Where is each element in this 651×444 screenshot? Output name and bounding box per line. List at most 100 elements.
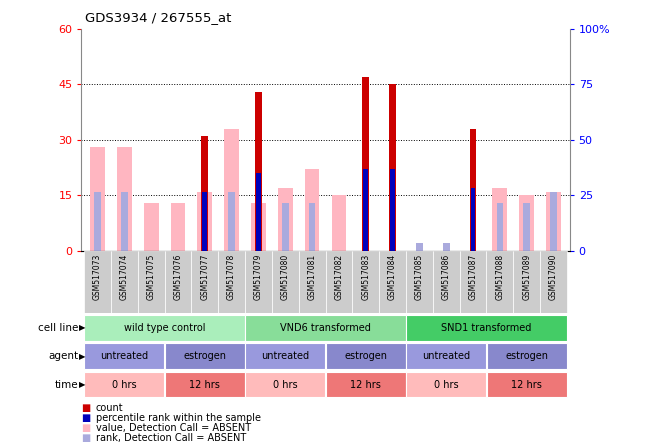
Text: 12 hrs: 12 hrs [350, 380, 381, 389]
Bar [144, 203, 158, 251]
Text: cell line: cell line [38, 323, 78, 333]
Bar [406, 343, 486, 369]
Bar [84, 251, 111, 313]
Text: GSM517076: GSM517076 [173, 254, 182, 300]
Bar [111, 251, 138, 313]
Text: ■: ■ [81, 423, 90, 433]
Bar [331, 195, 346, 251]
Text: ■: ■ [81, 403, 90, 413]
Bar [272, 251, 299, 313]
Text: ▶: ▶ [79, 352, 86, 361]
Text: estrogen: estrogen [344, 351, 387, 361]
Text: value, Detection Call = ABSENT: value, Detection Call = ABSENT [96, 423, 251, 433]
Bar [389, 84, 396, 251]
Bar [201, 192, 208, 251]
Text: 12 hrs: 12 hrs [189, 380, 220, 389]
Bar [379, 251, 406, 313]
Text: wild type control: wild type control [124, 323, 205, 333]
Text: GSM517084: GSM517084 [388, 254, 397, 300]
Bar [363, 170, 368, 251]
Bar [224, 129, 239, 251]
Bar [138, 251, 165, 313]
Text: estrogen: estrogen [505, 351, 548, 361]
Bar [299, 251, 326, 313]
Text: 0 hrs: 0 hrs [434, 380, 458, 389]
Bar [487, 372, 566, 397]
Bar [90, 147, 105, 251]
Bar [416, 243, 422, 251]
Text: GSM517085: GSM517085 [415, 254, 424, 300]
Bar [497, 203, 503, 251]
Text: count: count [96, 403, 123, 413]
Bar [245, 372, 326, 397]
Text: GSM517089: GSM517089 [522, 254, 531, 300]
Bar [469, 192, 477, 251]
Bar [493, 188, 507, 251]
Text: GSM517077: GSM517077 [201, 254, 209, 300]
Text: GSM517074: GSM517074 [120, 254, 129, 300]
Text: GSM517079: GSM517079 [254, 254, 263, 300]
Bar [486, 251, 513, 313]
Text: SND1 transformed: SND1 transformed [441, 323, 532, 333]
Bar [305, 170, 320, 251]
Text: time: time [55, 380, 78, 389]
Bar [309, 203, 316, 251]
Bar [546, 192, 561, 251]
Bar [201, 136, 208, 251]
Text: GSM517075: GSM517075 [146, 254, 156, 300]
Text: GSM517088: GSM517088 [495, 254, 505, 300]
Bar [202, 192, 207, 251]
Bar [363, 77, 369, 251]
Bar [390, 170, 395, 251]
Text: GSM517073: GSM517073 [93, 254, 102, 300]
Text: 12 hrs: 12 hrs [511, 380, 542, 389]
Text: percentile rank within the sample: percentile rank within the sample [96, 412, 260, 423]
Text: GSM517086: GSM517086 [442, 254, 450, 300]
Text: untreated: untreated [261, 351, 309, 361]
Text: untreated: untreated [422, 351, 470, 361]
Bar [278, 188, 293, 251]
Bar [191, 251, 218, 313]
Bar [282, 203, 288, 251]
Bar [85, 315, 245, 341]
Text: GSM517083: GSM517083 [361, 254, 370, 300]
Bar [433, 251, 460, 313]
Text: GSM517087: GSM517087 [469, 254, 478, 300]
Bar [256, 173, 261, 251]
Bar [121, 192, 128, 251]
Bar [218, 251, 245, 313]
Text: GSM517081: GSM517081 [307, 254, 316, 300]
Text: ■: ■ [81, 432, 90, 443]
Bar [471, 188, 475, 251]
Bar [94, 192, 101, 251]
Text: VND6 transformed: VND6 transformed [280, 323, 371, 333]
Text: 0 hrs: 0 hrs [112, 380, 137, 389]
Bar [255, 92, 262, 251]
Text: ▶: ▶ [79, 323, 86, 332]
Bar [443, 243, 450, 251]
Bar [406, 251, 433, 313]
Text: estrogen: estrogen [184, 351, 227, 361]
Text: GSM517090: GSM517090 [549, 254, 558, 300]
Text: agent: agent [48, 351, 78, 361]
Bar [165, 251, 191, 313]
Text: 0 hrs: 0 hrs [273, 380, 298, 389]
Bar [513, 251, 540, 313]
Bar [165, 343, 245, 369]
Text: GDS3934 / 267555_at: GDS3934 / 267555_at [85, 12, 231, 24]
Bar [523, 203, 530, 251]
Bar [245, 343, 326, 369]
Text: GSM517078: GSM517078 [227, 254, 236, 300]
Bar [197, 192, 212, 251]
Bar [487, 343, 566, 369]
Bar [352, 251, 379, 313]
Text: untreated: untreated [100, 351, 148, 361]
Bar [251, 203, 266, 251]
Bar [540, 251, 567, 313]
Bar [165, 372, 245, 397]
Bar [326, 372, 406, 397]
Text: rank, Detection Call = ABSENT: rank, Detection Call = ABSENT [96, 432, 246, 443]
Bar [245, 315, 406, 341]
Bar [406, 315, 566, 341]
Text: GSM517080: GSM517080 [281, 254, 290, 300]
